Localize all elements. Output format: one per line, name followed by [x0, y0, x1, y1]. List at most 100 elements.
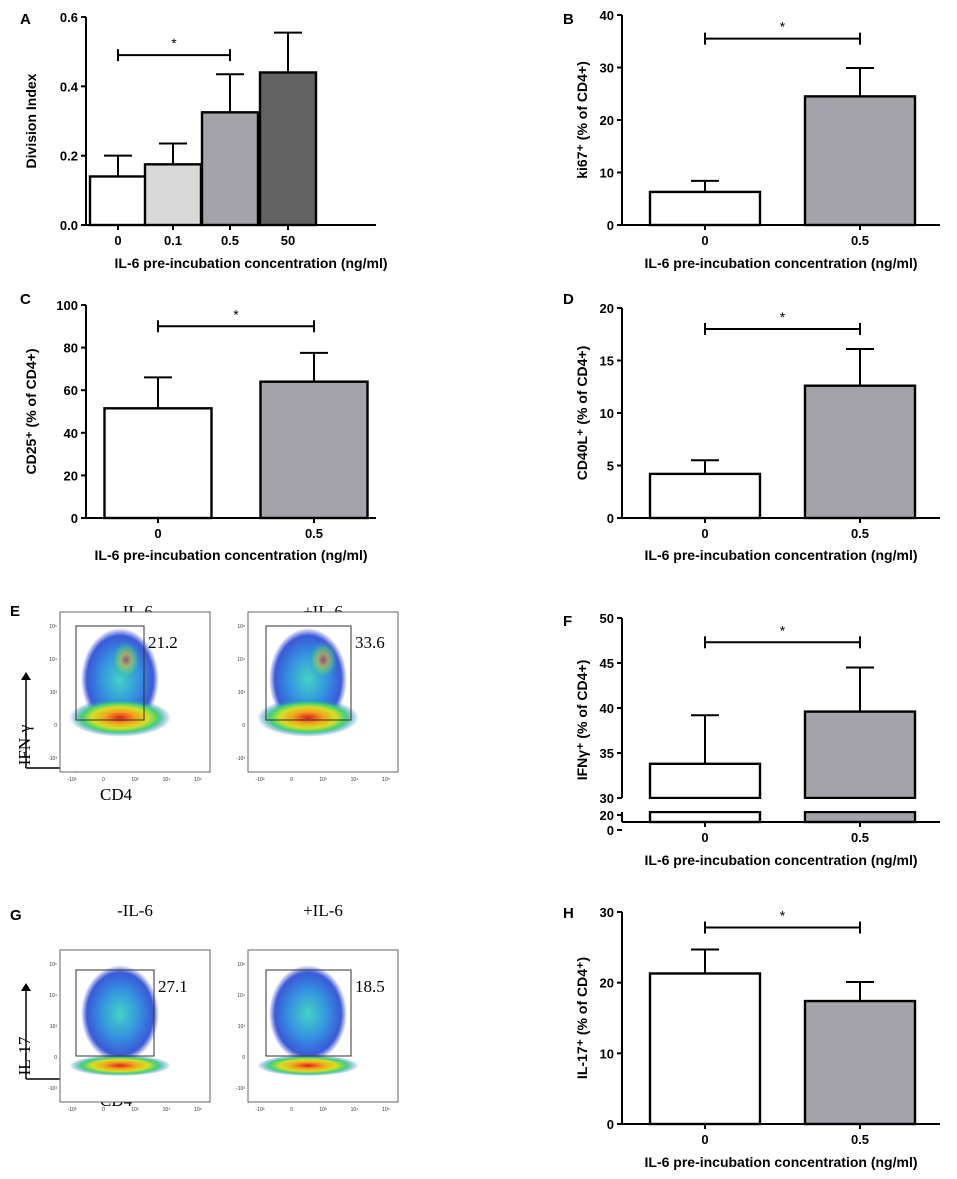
panel-label: C [20, 291, 31, 308]
flow-x-tick: -10³ [256, 777, 265, 783]
y-tick-label: 30 [600, 905, 614, 920]
y-tick-label: 5 [607, 459, 614, 474]
y-tick-label-lower: 0 [607, 823, 614, 838]
flow-y-tick: -10³ [48, 756, 57, 762]
bar-0.5 [803, 95, 917, 227]
flow-density-subpop [111, 640, 141, 680]
flow-gate [75, 625, 145, 721]
chart-panel-c: C 0 20 40 60 80 100 0 0.5 * CD25⁺ (% of CD4+) IL-6 … [20, 291, 376, 563]
y-tick-label: 35 [600, 746, 614, 761]
axis-break-gap [647, 799, 763, 811]
flow-gate [265, 969, 352, 1057]
flow-y-tick: 10⁵ [49, 624, 57, 630]
flow-y-tick: 10⁴ [49, 993, 57, 999]
bar-0.5 [259, 380, 369, 520]
flow-x-tick: 10³ [131, 1107, 139, 1113]
x-tick-label: 0.5 [851, 1132, 869, 1147]
x-axis-label: IL-6 pre-incubation concentration (ng/ml… [645, 547, 918, 563]
flow-panel-g: GIL-17CD4-IL-627.110⁵10⁴10³0-10³-10³010³… [10, 901, 399, 1113]
bar-0 [103, 407, 213, 520]
flow-y-tick: 10³ [50, 1024, 58, 1030]
y-axis-label: CD40L⁺ (% of CD4+) [574, 346, 590, 481]
y-axis-label: IL-17⁺ (% of CD4⁺) [574, 957, 590, 1079]
flow-x-tick: 10⁵ [382, 777, 390, 783]
x-tick-label: 0 [154, 526, 161, 541]
chart-panel-h: H 0 10 20 30 0 0.5 * IL-17⁺ (% of CD4⁺) IL-6 pre-… [563, 905, 940, 1170]
x-axis-label: IL-6 pre-incubation concentration (ng/ml… [645, 1154, 918, 1170]
panel-label: A [20, 11, 31, 28]
y-axis-label: IFNγ⁺ (% of CD4+) [574, 660, 590, 781]
flow-x-tick: 10⁵ [194, 1107, 202, 1113]
flow-x-tick: -10³ [68, 1107, 77, 1113]
x-tick-label: 0.5 [221, 233, 239, 248]
x-tick-label: 0 [701, 830, 708, 845]
bar-0.5 [803, 710, 917, 800]
flow-density-core [69, 1054, 171, 1077]
flow-plot-title: +IL-6 [303, 901, 343, 920]
x-axis-label: IL-6 pre-incubation concentration (ng/ml… [645, 255, 918, 271]
chart-panel-b: B 0 10 20 30 40 0 0.5 * ki67⁺ (% of CD4+) IL-6 pre… [563, 8, 940, 271]
x-axis-label: IL-6 pre-incubation concentration (ng/ml… [645, 852, 918, 868]
x-tick-label: 0 [701, 526, 708, 541]
x-tick-label: 0.5 [851, 526, 869, 541]
flow-y-tick: -10³ [236, 756, 245, 762]
flow-y-tick: 10⁴ [237, 993, 245, 999]
y-tick-label: 20 [600, 976, 614, 991]
flow-y-tick: 10⁵ [237, 962, 245, 968]
x-tick-label: 0.5 [305, 526, 323, 541]
y-tick-label: 0.0 [60, 218, 78, 233]
y-tick-label: 10 [600, 406, 614, 421]
y-tick-label: 20 [600, 113, 614, 128]
flow-x-tick: 10⁵ [194, 777, 202, 783]
y-tick-label: 30 [600, 791, 614, 806]
panel-label: F [563, 613, 572, 630]
flow-plot-title: -IL-6 [117, 901, 153, 920]
x-marker-label: CD4 [100, 785, 133, 804]
y-tick-label: 15 [600, 354, 614, 369]
flow-y-tick: 0 [54, 1055, 57, 1061]
flow-y-tick: 10³ [238, 690, 246, 696]
x-tick-label: 0 [701, 233, 708, 248]
significance-mark: * [780, 19, 786, 35]
y-tick-label: 45 [600, 656, 614, 671]
flow-y-tick: 0 [242, 723, 245, 729]
significance-mark: * [780, 622, 786, 638]
flow-x-tick: -10³ [68, 777, 77, 783]
flow-y-tick: 0 [54, 723, 57, 729]
flow-y-tick: 10³ [50, 690, 58, 696]
bar-0 [648, 190, 762, 227]
x-axis-label: IL-6 pre-incubation concentration (ng/ml… [115, 255, 388, 271]
bar-0.5 [200, 111, 260, 227]
y-marker-label: IFN-γ [15, 724, 34, 765]
flow-y-tick: 10⁵ [237, 624, 245, 630]
flow-y-tick: 10⁴ [49, 657, 57, 663]
y-tick-label: 0 [607, 511, 614, 526]
flow-y-tick: -10³ [236, 1086, 245, 1092]
bar-0.5 [803, 999, 917, 1126]
flow-x-tick: -10³ [256, 1107, 265, 1113]
significance-mark: * [780, 309, 786, 325]
flow-x-tick: 10³ [319, 1107, 327, 1113]
significance-mark: * [780, 908, 786, 924]
bar-lower-0 [648, 810, 762, 824]
bar-0 [648, 472, 762, 520]
flow-x-tick: 10⁵ [382, 1107, 390, 1113]
flow-x-tick: 10⁴ [351, 777, 359, 783]
bar-0 [648, 972, 762, 1126]
y-tick-label: 10 [600, 166, 614, 181]
y-tick-label: 20 [600, 301, 614, 316]
flow-y-tick: -10³ [48, 1086, 57, 1092]
flow-x-tick: 10³ [131, 777, 139, 783]
y-axis-label: Division Index [23, 73, 39, 168]
panel-label: G [10, 907, 22, 924]
flow-x-tick: 10³ [319, 777, 327, 783]
chart-panel-a: A 0.0 0.2 0.4 0.6 0 0.1 0.5 50 * Division Index IL-… [20, 10, 388, 271]
flow-gate-value: 21.2 [148, 633, 178, 652]
y-tick-label-lower: 20 [600, 808, 614, 823]
flow-y-tick: 10⁵ [49, 962, 57, 968]
x-tick-label: 0.1 [164, 233, 182, 248]
y-arrowhead [21, 983, 31, 991]
flow-x-tick: 0 [290, 777, 293, 783]
